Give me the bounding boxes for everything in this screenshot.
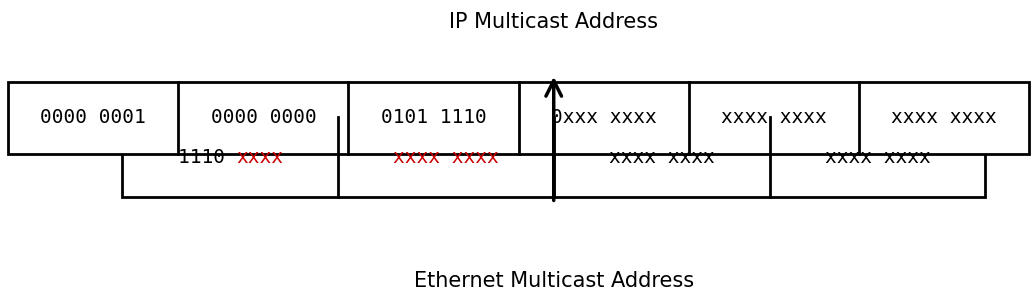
Text: 0000 0001: 0000 0001 xyxy=(40,108,146,127)
Text: xxxx xxxx: xxxx xxxx xyxy=(609,148,714,167)
Text: xxxx xxxx: xxxx xxxx xyxy=(825,148,930,167)
Text: 1110: 1110 xyxy=(178,148,236,167)
Text: 0xxx xxxx: 0xxx xxxx xyxy=(551,108,656,127)
Text: xxxx: xxxx xyxy=(236,148,283,167)
Text: xxxx xxxx: xxxx xxxx xyxy=(393,148,499,167)
Text: xxxx xxxx: xxxx xxxx xyxy=(720,108,827,127)
Bar xyxy=(8,82,1029,154)
Text: IP Multicast Address: IP Multicast Address xyxy=(449,12,658,32)
Text: Ethernet Multicast Address: Ethernet Multicast Address xyxy=(414,271,693,291)
Text: xxxx xxxx: xxxx xxxx xyxy=(891,108,997,127)
Text: 0101 1110: 0101 1110 xyxy=(381,108,486,127)
Text: 0000 0000: 0000 0000 xyxy=(210,108,317,127)
Bar xyxy=(122,117,985,197)
